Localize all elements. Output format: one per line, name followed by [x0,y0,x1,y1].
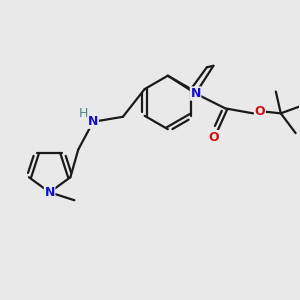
Text: N: N [44,186,55,199]
Text: O: O [208,130,219,144]
Text: N: N [190,87,201,100]
Text: N: N [88,115,98,128]
Text: H: H [79,107,88,120]
Text: O: O [255,105,265,118]
